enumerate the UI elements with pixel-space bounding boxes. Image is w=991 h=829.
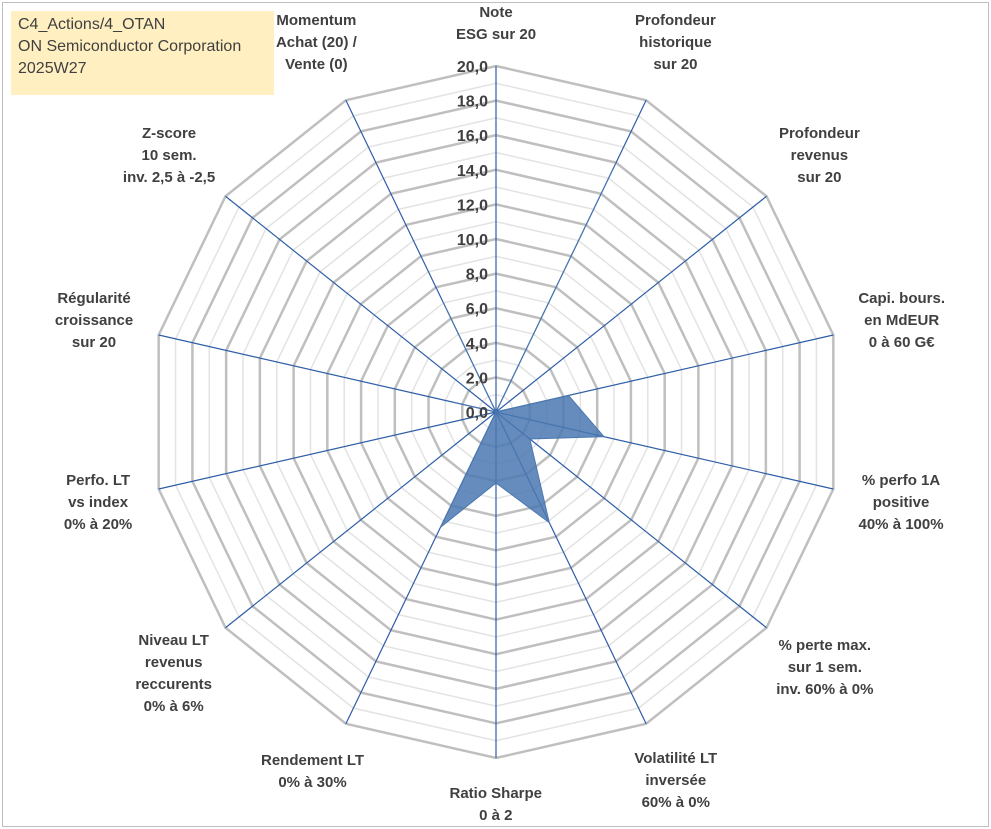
axis-label-line: inversée xyxy=(645,772,707,790)
r-tick-label: 2,0 xyxy=(466,370,488,387)
axis-label-line: Niveau LT xyxy=(138,631,209,649)
axis-label-line: Capi. bours. xyxy=(858,289,945,307)
axis-spoke xyxy=(495,411,767,629)
axis-label-line: Achat (20) / xyxy=(275,33,357,51)
axis-label-line: 0% à 20% xyxy=(63,516,133,534)
axis-label: Rendement LT 0% à 30% xyxy=(261,750,364,794)
axis-label-line: Profondeur xyxy=(778,125,860,143)
axis-label: Profondeur historique sur 20 xyxy=(635,10,716,76)
axis-label-line: revenus xyxy=(144,653,203,671)
axis-label-line: 10 sem. xyxy=(141,147,197,165)
axis-label-line: Ratio Sharpe xyxy=(449,785,543,802)
axis-label-line: 0% à 6% xyxy=(143,697,204,715)
axis-label-line: 0 à 2 xyxy=(479,807,513,824)
info-line-portfolio: C4_Actions/4_OTAN xyxy=(18,16,166,33)
axis-label: Profondeur revenus sur 20 xyxy=(779,123,860,189)
r-tick-label: 6,0 xyxy=(466,301,488,318)
axis-label-line: historique xyxy=(639,33,712,51)
axis-label-line: Perfo. LT xyxy=(66,472,131,490)
axis-label-line: 0% à 30% xyxy=(278,774,347,792)
axis-label-line: en MdEUR xyxy=(864,311,940,329)
axis-label: Régularité croissance sur 20 xyxy=(55,288,133,354)
r-tick-label: 8,0 xyxy=(466,267,488,284)
axis-label-line: sur 20 xyxy=(797,169,842,187)
axis-spoke xyxy=(158,334,497,413)
axis-label-line: 40% à 100% xyxy=(858,516,944,534)
r-tick-label: 10,0 xyxy=(457,232,488,249)
info-line-week: 2025W27 xyxy=(18,60,87,77)
axis-spoke xyxy=(158,411,497,490)
axis-label-line: inv. 60% à 0% xyxy=(776,680,874,698)
axis-spoke xyxy=(495,195,767,413)
info-line-company: ON Semiconductor Corporation xyxy=(18,38,242,55)
axis-label-line: croissance xyxy=(54,311,134,329)
axis-label: Perfo. LT vs index 0% à 20% xyxy=(64,470,132,536)
data-series-area xyxy=(440,162,617,528)
axis-label-line: positive xyxy=(872,494,930,512)
axis-label-line: revenus xyxy=(790,147,849,165)
axis-label: % perte max. sur 1 sem. inv. 60% à 0% xyxy=(776,635,873,701)
axis-label-line: inv. 2,5 à -2,5 xyxy=(122,169,216,187)
axis-label: Z-score 10 sem. inv. 2,5 à -2,5 xyxy=(123,123,215,189)
r-tick-label: 16,0 xyxy=(457,128,488,145)
axis-spoke xyxy=(225,195,497,413)
axis-label: Niveau LT revenus reccurents 0% à 6% xyxy=(135,630,212,718)
axis-label-line: 0 à 60 G€ xyxy=(868,333,935,351)
axis-label-line: Profondeur xyxy=(635,11,716,29)
axis-spoke xyxy=(225,411,497,629)
axis-label-line: Volatilité LT xyxy=(634,750,718,768)
axis-label: Volatilité LT inversée 60% à 0% xyxy=(634,748,717,814)
axis-label: Ratio Sharpe 0 à 2 xyxy=(450,783,543,827)
r-tick-label: 14,0 xyxy=(457,163,488,180)
axis-label: Capi. bours. en MdEUR 0 à 60 G€ xyxy=(858,288,945,354)
axis-label-line: Momentum xyxy=(276,11,357,29)
r-tick-label: 12,0 xyxy=(457,197,488,214)
axis-label-line: % perte max. xyxy=(778,636,872,654)
axis-label-line: % perfo 1A xyxy=(861,472,941,490)
r-tick-label: 4,0 xyxy=(466,336,488,353)
axis-label-line: 60% à 0% xyxy=(641,794,710,812)
axis-label-line: ESG sur 20 xyxy=(456,26,537,43)
r-tick-label: 0,0 xyxy=(466,405,488,422)
axis-label-line: vs index xyxy=(68,494,129,512)
axis-label: Momentum Achat (20) / Vente (0) xyxy=(276,10,357,76)
axis-label-line: sur 1 sem. xyxy=(787,658,862,676)
axis-label: Note ESG sur 20 xyxy=(456,2,536,46)
axis-label-line: Z-score xyxy=(141,125,197,143)
axis-label-line: Rendement LT xyxy=(261,752,365,770)
r-tick-label: 18,0 xyxy=(457,94,488,111)
info-box: C4_Actions/4_OTAN ON Semiconductor Corpo… xyxy=(11,11,274,95)
axis-label: % perfo 1A positive 40% à 100% xyxy=(859,470,944,536)
axis-label-line: Note xyxy=(479,4,513,21)
axis-label-line: sur 20 xyxy=(653,55,698,73)
axis-label-line: sur 20 xyxy=(71,333,117,351)
axis-label-line: Régularité xyxy=(57,289,131,307)
r-tick-label: 20,0 xyxy=(457,59,488,76)
axis-label-line: reccurents xyxy=(135,675,213,693)
axis-label-line: Vente (0) xyxy=(285,55,348,73)
